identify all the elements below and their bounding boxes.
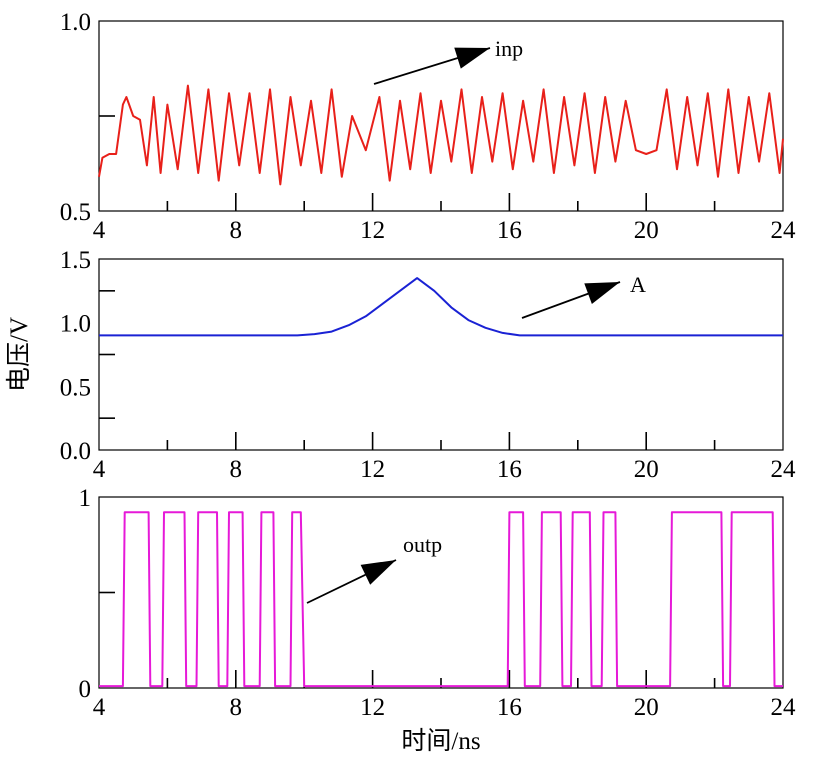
x-tick-label-inp: 24: [771, 217, 797, 244]
y-tick-label-A: 1.0: [60, 311, 91, 338]
x-tick-label-A: 8: [230, 456, 243, 483]
x-tick-label-inp: 4: [93, 217, 106, 244]
annotation-arrowhead-A: [584, 282, 620, 305]
x-tick-label-A: 24: [771, 456, 797, 483]
y-tick-label-A: 0.0: [60, 438, 91, 465]
x-tick-label-outp: 4: [93, 694, 106, 721]
x-tick-label-inp: 20: [634, 217, 659, 244]
x-tick-label-A: 12: [360, 456, 385, 483]
series-line-A: [99, 277, 783, 337]
x-tick-label-outp: 20: [634, 694, 659, 721]
plot-frame-inp: [98, 20, 784, 212]
annotation-arrowhead-outp: [360, 560, 396, 585]
y-tick-label-outp: 1: [79, 485, 92, 512]
series-line-inp: [98, 84, 784, 186]
y-tick-label-A: 0.5: [60, 374, 91, 401]
x-tick-label-inp: 12: [360, 217, 385, 244]
x-tick-label-outp: 16: [497, 694, 522, 721]
y-axis-title: 电压/V: [5, 317, 33, 392]
series-line-outp: [99, 511, 783, 688]
x-tick-label-outp: 8: [230, 694, 243, 721]
y-tick-label-outp: 0: [79, 676, 92, 703]
annotation-arrowhead-inp: [454, 47, 490, 69]
plot-frame-outp: [98, 496, 784, 689]
x-tick-label-outp: 24: [771, 694, 797, 721]
plot-frame-A: [98, 258, 784, 451]
x-tick-label-A: 4: [93, 456, 106, 483]
y-tick-label-A: 1.5: [60, 247, 91, 274]
annotation-label-A: A: [630, 272, 646, 297]
y-tick-label-inp: 1.0: [60, 9, 91, 36]
y-tick-label-inp: 0.5: [60, 199, 91, 226]
x-tick-label-inp: 8: [230, 217, 243, 244]
x-tick-label-A: 20: [634, 456, 659, 483]
x-axis-title: 时间/ns: [401, 727, 480, 755]
annotation-label-outp: outp: [403, 532, 442, 557]
annotation-label-inp: inp: [495, 36, 523, 61]
x-tick-label-A: 16: [497, 456, 522, 483]
x-tick-label-inp: 16: [497, 217, 522, 244]
x-tick-label-outp: 12: [360, 694, 385, 721]
